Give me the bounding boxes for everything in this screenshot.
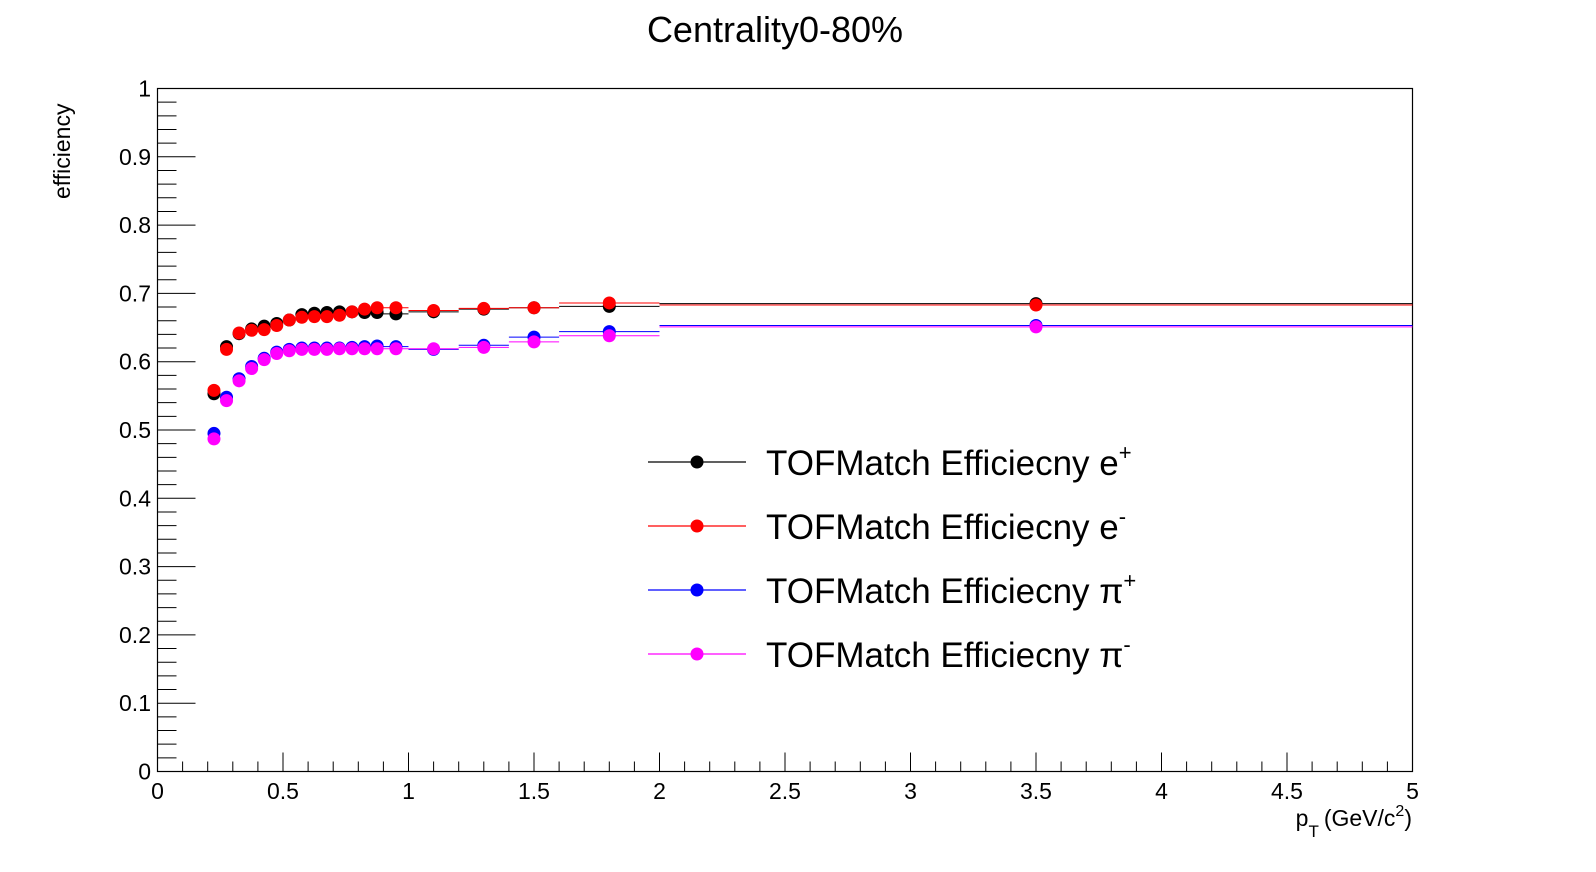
y-tick-label: 0.5 [119, 417, 151, 443]
data-point [307, 342, 321, 356]
y-tick-label: 0.7 [119, 280, 151, 306]
y-axis-tick-labels: 0 0.1 0.2 0.3 0.4 0.5 0.6 0.7 0.8 0.9 1 [119, 76, 151, 785]
data-point [320, 310, 334, 324]
data-point [307, 310, 321, 324]
y-tick-label: 0.1 [119, 690, 151, 716]
legend-marker [690, 455, 704, 469]
x-tick-label: 0.5 [267, 778, 299, 804]
y-tick-label: 0.4 [119, 485, 151, 511]
legend-label-text: TOFMatch Efficiecny π [766, 636, 1123, 675]
x-tick-label: 2.5 [769, 778, 801, 804]
y-tick-label: 0 [138, 759, 151, 785]
data-point [282, 313, 296, 327]
data-point [232, 326, 246, 340]
data-point [232, 374, 246, 388]
x-axis-tick-labels: 0 0.5 1 1.5 2 2.5 3 3.5 4 4.5 5 [151, 778, 1419, 804]
data-point [270, 319, 284, 333]
data-point [320, 342, 334, 356]
legend-entry: TOFMatch Efficiecny π- [648, 632, 1131, 675]
x-axis-ticks [157, 752, 1413, 772]
series-4 [207, 320, 1413, 446]
data-point [257, 323, 271, 337]
legend-label: TOFMatch Efficiecny e- [766, 504, 1126, 547]
legend-entry: TOFMatch Efficiecny π+ [648, 568, 1136, 611]
x-tick-label: 1 [402, 778, 415, 804]
data-point [245, 362, 259, 376]
x-tick-label: 5 [1406, 778, 1419, 804]
data-point [427, 303, 441, 317]
data-point [245, 323, 259, 337]
data-point [370, 301, 384, 315]
legend-label: TOFMatch Efficiecny π+ [766, 568, 1136, 611]
data-point [332, 342, 346, 356]
x-tick-label: 1.5 [518, 778, 550, 804]
x-tick-label: 4.5 [1271, 778, 1303, 804]
data-point [358, 302, 372, 316]
legend-label-superscript: - [1119, 504, 1126, 529]
data-point [332, 308, 346, 322]
series-2 [207, 296, 1413, 397]
data-point [527, 335, 541, 349]
legend-entry: TOFMatch Efficiecny e- [648, 504, 1126, 547]
chart-title: Centrality0-80% [647, 9, 903, 50]
legend-label-text: TOFMatch Efficiecny e [766, 508, 1119, 547]
data-point [257, 353, 271, 367]
data-point [270, 347, 284, 361]
legend-entry: TOFMatch Efficiecny e+ [648, 440, 1132, 483]
x-tick-label: 2 [653, 778, 666, 804]
data-point [345, 305, 359, 319]
data-point [220, 394, 234, 408]
data-point [527, 301, 541, 315]
data-point [220, 342, 234, 356]
y-tick-label: 0.8 [119, 212, 151, 238]
series-3 [207, 319, 1413, 440]
data-point [427, 342, 441, 356]
x-tick-label: 4 [1155, 778, 1168, 804]
x-tick-label: 0 [151, 778, 164, 804]
data-point [345, 342, 359, 356]
data-point [389, 301, 403, 315]
y-tick-label: 0.6 [119, 349, 151, 375]
data-point [358, 342, 372, 356]
data-point [602, 296, 616, 310]
legend: TOFMatch Efficiecny e+TOFMatch Efficiecn… [648, 440, 1136, 675]
legend-label-superscript: - [1123, 632, 1130, 657]
legend-marker [690, 519, 704, 533]
legend-label-text: TOFMatch Efficiecny π [766, 572, 1123, 611]
data-point [477, 301, 491, 315]
legend-marker [690, 647, 704, 661]
y-axis-label: efficiency [49, 103, 75, 199]
legend-label-text: TOFMatch Efficiecny e [766, 444, 1119, 483]
legend-label: TOFMatch Efficiecny e+ [766, 440, 1132, 483]
x-axis-label: pT(GeV/c2) [1296, 803, 1412, 841]
data-point [389, 342, 403, 356]
series-layer [207, 296, 1413, 446]
data-point [602, 329, 616, 343]
x-tick-label: 3 [904, 778, 917, 804]
x-tick-label: 3.5 [1020, 778, 1052, 804]
y-tick-label: 0.3 [119, 554, 151, 580]
y-axis-ticks [157, 88, 196, 772]
data-point [295, 310, 309, 324]
data-point [1029, 298, 1043, 312]
legend-label-superscript: + [1123, 568, 1136, 593]
data-point [295, 342, 309, 356]
data-point [282, 344, 296, 358]
data-point [207, 383, 221, 397]
y-tick-label: 0.9 [119, 144, 151, 170]
data-point [477, 340, 491, 354]
data-point [207, 432, 221, 446]
data-point [370, 342, 384, 356]
legend-label: TOFMatch Efficiecny π- [766, 632, 1131, 675]
legend-label-superscript: + [1119, 440, 1132, 465]
y-tick-label: 1 [138, 76, 151, 102]
data-point [1029, 320, 1043, 334]
legend-marker [690, 583, 704, 597]
y-tick-label: 0.2 [119, 622, 151, 648]
